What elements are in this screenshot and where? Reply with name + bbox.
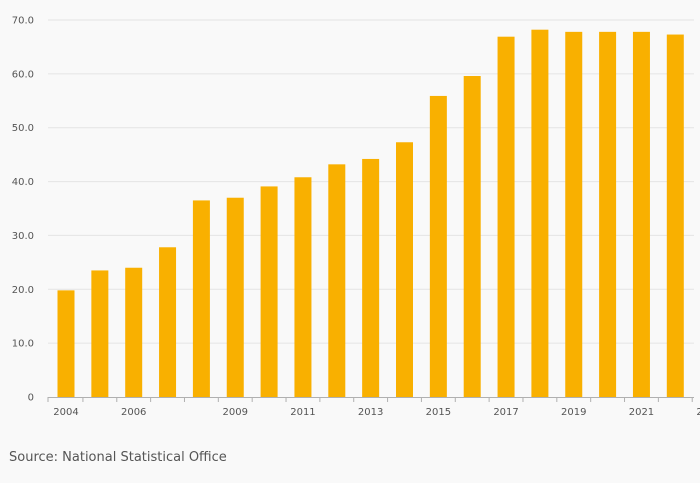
bar[interactable] <box>226 197 244 397</box>
bar[interactable] <box>294 177 312 397</box>
x-tick-label: 2011 <box>290 407 315 418</box>
x-tick-label: 2004 <box>53 407 78 418</box>
y-tick-label: 20.0 <box>12 285 34 296</box>
x-tick-label: 2006 <box>121 407 146 418</box>
bar[interactable] <box>666 34 684 397</box>
bar[interactable] <box>362 158 380 397</box>
y-tick-label: 10.0 <box>12 339 34 350</box>
bar[interactable] <box>91 270 109 397</box>
bar[interactable] <box>599 31 617 397</box>
y-tick-label: 30.0 <box>12 231 34 242</box>
bar[interactable] <box>159 247 177 397</box>
y-tick-label: 40.0 <box>12 177 34 188</box>
x-tick-label: 2009 <box>223 407 248 418</box>
bar[interactable] <box>632 31 650 397</box>
bar[interactable] <box>125 267 143 397</box>
bar[interactable] <box>396 142 413 397</box>
source-note: Source: National Statistical Office <box>9 450 227 465</box>
x-tick-label: 2013 <box>358 407 383 418</box>
x-tick-label: 2021 <box>629 407 654 418</box>
bar[interactable] <box>429 95 447 397</box>
bar[interactable] <box>57 290 75 397</box>
bar[interactable] <box>565 31 583 397</box>
y-tick-label: 60.0 <box>12 69 34 80</box>
bar[interactable] <box>531 29 549 398</box>
bar[interactable] <box>497 36 515 398</box>
x-tick-label: 2023 <box>696 407 700 418</box>
y-tick-label: 50.0 <box>12 123 34 134</box>
y-tick-label: 0 <box>28 393 34 404</box>
x-tick-label: 2019 <box>561 407 586 418</box>
bar[interactable] <box>260 186 278 397</box>
bar[interactable] <box>192 200 210 397</box>
x-tick-label: 2017 <box>493 407 518 418</box>
bar[interactable] <box>463 76 481 398</box>
bar[interactable] <box>328 164 346 397</box>
x-tick-label: 2015 <box>426 407 451 418</box>
y-tick-label: 70.0 <box>12 16 34 27</box>
